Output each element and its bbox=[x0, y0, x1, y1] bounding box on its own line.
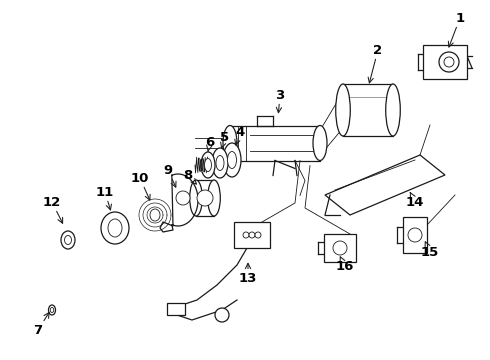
Text: 4: 4 bbox=[235, 126, 245, 145]
Ellipse shape bbox=[49, 305, 55, 315]
Ellipse shape bbox=[190, 180, 202, 216]
Text: 7: 7 bbox=[33, 312, 49, 337]
Ellipse shape bbox=[150, 209, 160, 221]
FancyBboxPatch shape bbox=[230, 126, 320, 161]
Text: 13: 13 bbox=[239, 263, 257, 284]
Ellipse shape bbox=[208, 180, 220, 216]
Circle shape bbox=[197, 190, 213, 206]
Ellipse shape bbox=[108, 219, 122, 237]
Ellipse shape bbox=[313, 126, 327, 161]
Circle shape bbox=[176, 191, 190, 205]
Ellipse shape bbox=[212, 148, 228, 178]
FancyBboxPatch shape bbox=[403, 217, 427, 253]
FancyBboxPatch shape bbox=[343, 84, 393, 136]
Text: 2: 2 bbox=[368, 44, 383, 83]
Ellipse shape bbox=[101, 212, 129, 244]
Text: 15: 15 bbox=[421, 242, 439, 258]
Text: 12: 12 bbox=[43, 195, 63, 223]
Text: 3: 3 bbox=[275, 89, 285, 113]
FancyBboxPatch shape bbox=[196, 180, 214, 216]
Ellipse shape bbox=[336, 84, 350, 136]
Ellipse shape bbox=[216, 156, 224, 171]
Text: 16: 16 bbox=[336, 257, 354, 274]
Circle shape bbox=[439, 52, 459, 72]
FancyBboxPatch shape bbox=[324, 234, 356, 262]
Text: 14: 14 bbox=[406, 193, 424, 208]
Text: 5: 5 bbox=[220, 131, 229, 148]
Text: 10: 10 bbox=[131, 171, 150, 200]
Ellipse shape bbox=[65, 235, 72, 244]
Circle shape bbox=[215, 308, 229, 322]
Circle shape bbox=[333, 241, 347, 255]
Circle shape bbox=[255, 232, 261, 238]
Text: 11: 11 bbox=[96, 185, 114, 210]
Ellipse shape bbox=[201, 152, 215, 178]
Ellipse shape bbox=[61, 231, 75, 249]
Text: 6: 6 bbox=[205, 135, 215, 151]
FancyBboxPatch shape bbox=[167, 303, 185, 315]
Ellipse shape bbox=[204, 158, 212, 171]
Polygon shape bbox=[423, 45, 467, 79]
Polygon shape bbox=[160, 174, 198, 232]
FancyBboxPatch shape bbox=[234, 222, 270, 248]
Text: 8: 8 bbox=[183, 168, 196, 184]
Ellipse shape bbox=[223, 143, 241, 177]
Ellipse shape bbox=[227, 152, 237, 168]
Ellipse shape bbox=[50, 307, 54, 312]
Text: 9: 9 bbox=[164, 163, 176, 187]
Polygon shape bbox=[325, 155, 445, 215]
Text: 1: 1 bbox=[448, 12, 465, 47]
Circle shape bbox=[249, 232, 255, 238]
Ellipse shape bbox=[223, 126, 237, 161]
Ellipse shape bbox=[386, 84, 400, 136]
Circle shape bbox=[243, 232, 249, 238]
Circle shape bbox=[444, 57, 454, 67]
Circle shape bbox=[408, 228, 422, 242]
